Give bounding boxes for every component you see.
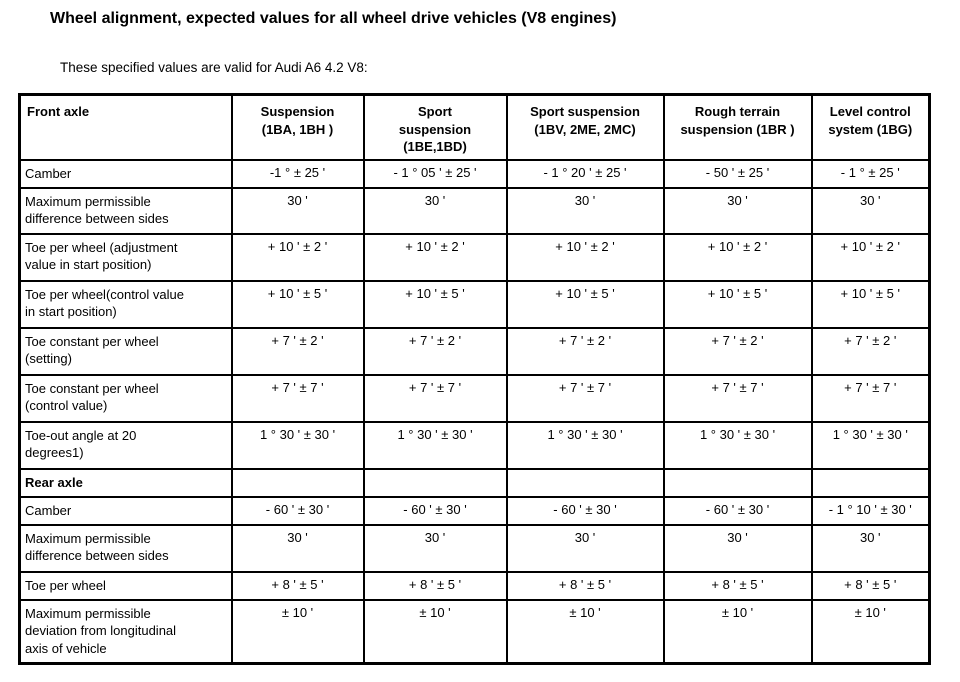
- column-header-sport-suspension-1be: Sport suspension (1BE,1BD): [362, 93, 508, 161]
- cell-value: ± 10 ': [662, 598, 813, 665]
- row-label: Toe constant per wheel (control value): [18, 373, 233, 423]
- cell-value: + 7 ' ± 2 ': [662, 326, 813, 376]
- cell-value: 30 ': [505, 523, 665, 573]
- row-label: Toe-out angle at 20 degrees1): [18, 420, 233, 470]
- cell-value: 30 ': [505, 186, 665, 235]
- cell-value: - 60 ' ± 30 ': [505, 495, 665, 526]
- cell-value: - 1 ° ± 25 ': [810, 158, 931, 189]
- row-rear-axle-section: Rear axle: [18, 467, 931, 498]
- row-front-toe-adjustment: Toe per wheel (adjustment value in start…: [18, 232, 931, 282]
- cell-value: ± 10 ': [230, 598, 365, 665]
- cell-value: - 60 ' ± 30 ': [662, 495, 813, 526]
- cell-value: ± 10 ': [810, 598, 931, 665]
- row-label: Maximum permissible difference between s…: [18, 186, 233, 235]
- cell-value: 1 ° 30 ' ± 30 ': [362, 420, 508, 470]
- cell-value: 30 ': [810, 523, 931, 573]
- cell-value: + 7 ' ± 7 ': [810, 373, 931, 423]
- row-front-toe-out-angle: Toe-out angle at 20 degrees1) 1 ° 30 ' ±…: [18, 420, 931, 470]
- cell-value: + 7 ' ± 2 ': [505, 326, 665, 376]
- page-title: Wheel alignment, expected values for all…: [50, 10, 617, 27]
- cell-value: 30 ': [362, 186, 508, 235]
- cell-value: [810, 467, 931, 498]
- cell-value: + 7 ' ± 7 ': [662, 373, 813, 423]
- cell-value: + 7 ' ± 2 ': [230, 326, 365, 376]
- cell-value: + 8 ' ± 5 ': [505, 570, 665, 601]
- row-label: Toe per wheel (adjustment value in start…: [18, 232, 233, 282]
- row-front-toe-constant-setting: Toe constant per wheel (setting) + 7 ' ±…: [18, 326, 931, 376]
- cell-value: - 60 ' ± 30 ': [362, 495, 508, 526]
- cell-value: + 10 ' ± 2 ': [505, 232, 665, 282]
- cell-value: 1 ° 30 ' ± 30 ': [662, 420, 813, 470]
- column-header-front-axle: Front axle: [18, 93, 233, 161]
- row-label: Toe per wheel: [18, 570, 233, 601]
- cell-value: 30 ': [362, 523, 508, 573]
- cell-value: + 10 ' ± 5 ': [505, 279, 665, 329]
- table-header-row: Front axle Suspension (1BA, 1BH ) Sport …: [18, 93, 931, 161]
- cell-value: + 8 ' ± 5 ': [662, 570, 813, 601]
- row-rear-camber: Camber - 60 ' ± 30 ' - 60 ' ± 30 ' - 60 …: [18, 495, 931, 526]
- column-header-sport-suspension-1bv: Sport suspension (1BV, 2ME, 2MC): [505, 93, 665, 161]
- cell-value: 30 ': [662, 186, 813, 235]
- cell-value: + 10 ' ± 2 ': [362, 232, 508, 282]
- cell-value: - 60 ' ± 30 ': [230, 495, 365, 526]
- row-label: Toe per wheel(control value in start pos…: [18, 279, 233, 329]
- cell-value: [230, 467, 365, 498]
- cell-value: + 8 ' ± 5 ': [230, 570, 365, 601]
- cell-value: 1 ° 30 ' ± 30 ': [230, 420, 365, 470]
- cell-value: ± 10 ': [505, 598, 665, 665]
- cell-value: + 7 ' ± 7 ': [230, 373, 365, 423]
- row-front-toe-constant-control: Toe constant per wheel (control value) +…: [18, 373, 931, 423]
- cell-value: + 7 ' ± 2 ': [810, 326, 931, 376]
- cell-value: + 8 ' ± 5 ': [362, 570, 508, 601]
- row-label: Camber: [18, 158, 233, 189]
- cell-value: [505, 467, 665, 498]
- cell-value: - 1 ° 20 ' ± 25 ': [505, 158, 665, 189]
- column-header-level-control-1bg: Level control system (1BG): [810, 93, 931, 161]
- row-rear-toe-per-wheel: Toe per wheel + 8 ' ± 5 ' + 8 ' ± 5 ' + …: [18, 570, 931, 601]
- cell-value: + 10 ' ± 2 ': [662, 232, 813, 282]
- cell-value: 30 ': [810, 186, 931, 235]
- row-rear-max-difference: Maximum permissible difference between s…: [18, 523, 931, 573]
- row-label: Toe constant per wheel (setting): [18, 326, 233, 376]
- cell-value: + 7 ' ± 2 ': [362, 326, 508, 376]
- cell-value: + 7 ' ± 7 ': [362, 373, 508, 423]
- row-label: Maximum permissible difference between s…: [18, 523, 233, 573]
- row-rear-max-deviation: Maximum permissible deviation from longi…: [18, 598, 931, 665]
- page-subtitle: These specified values are valid for Aud…: [60, 60, 368, 75]
- column-header-suspension-1ba: Suspension (1BA, 1BH ): [230, 93, 365, 161]
- row-front-camber: Camber -1 ° ± 25 ' - 1 ° 05 ' ± 25 ' - 1…: [18, 158, 931, 189]
- cell-value: + 7 ' ± 7 ': [505, 373, 665, 423]
- cell-value: 30 ': [662, 523, 813, 573]
- column-header-rough-terrain-1br: Rough terrain suspension (1BR ): [662, 93, 813, 161]
- row-front-toe-control: Toe per wheel(control value in start pos…: [18, 279, 931, 329]
- cell-value: [662, 467, 813, 498]
- cell-value: 1 ° 30 ' ± 30 ': [810, 420, 931, 470]
- section-label: Rear axle: [18, 467, 233, 498]
- wheel-alignment-table: Front axle Suspension (1BA, 1BH ) Sport …: [18, 93, 931, 665]
- cell-value: + 10 ' ± 5 ': [362, 279, 508, 329]
- cell-value: + 10 ' ± 5 ': [810, 279, 931, 329]
- cell-value: 30 ': [230, 523, 365, 573]
- cell-value: + 10 ' ± 2 ': [230, 232, 365, 282]
- cell-value: 30 ': [230, 186, 365, 235]
- row-front-max-difference: Maximum permissible difference between s…: [18, 186, 931, 235]
- cell-value: + 10 ' ± 2 ': [810, 232, 931, 282]
- row-label: Maximum permissible deviation from longi…: [18, 598, 233, 665]
- cell-value: 1 ° 30 ' ± 30 ': [505, 420, 665, 470]
- cell-value: -1 ° ± 25 ': [230, 158, 365, 189]
- cell-value: - 1 ° 10 ' ± 30 ': [810, 495, 931, 526]
- row-label: Camber: [18, 495, 233, 526]
- cell-value: + 10 ' ± 5 ': [230, 279, 365, 329]
- cell-value: - 1 ° 05 ' ± 25 ': [362, 158, 508, 189]
- cell-value: - 50 ' ± 25 ': [662, 158, 813, 189]
- cell-value: + 10 ' ± 5 ': [662, 279, 813, 329]
- cell-value: + 8 ' ± 5 ': [810, 570, 931, 601]
- cell-value: [362, 467, 508, 498]
- cell-value: ± 10 ': [362, 598, 508, 665]
